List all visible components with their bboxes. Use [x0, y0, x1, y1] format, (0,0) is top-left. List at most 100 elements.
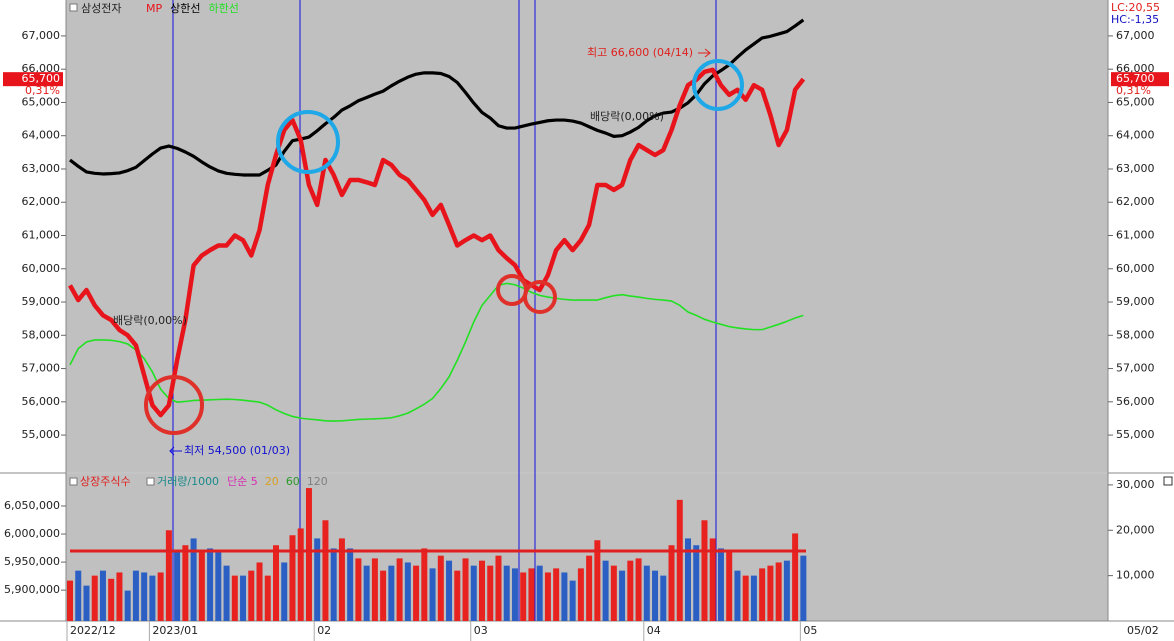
volume-bar	[124, 590, 131, 621]
volume-bar	[742, 575, 749, 621]
volume-bar	[775, 562, 782, 621]
x-tick-label: 05	[803, 624, 817, 637]
volume-bar	[91, 575, 98, 621]
y-tick-label: 59,000	[1116, 295, 1155, 308]
volume-bar	[693, 545, 700, 621]
volume-bar	[495, 555, 502, 621]
volume-bar	[643, 565, 650, 621]
y-tick-label: 58,000	[1116, 328, 1155, 341]
panel-button[interactable]	[1163, 476, 1173, 486]
volume-bar	[792, 533, 799, 621]
y2-tick-label: 10,000	[1116, 569, 1155, 582]
volume-bar	[602, 560, 609, 621]
price-panel	[66, 0, 1108, 472]
volume-bar	[149, 575, 156, 621]
legend-label: 120	[307, 475, 328, 488]
volume-bar	[511, 568, 518, 621]
volume-bar	[462, 558, 469, 621]
arrow	[698, 48, 711, 58]
volume-bar	[586, 555, 593, 621]
legend: 삼성전자	[69, 2, 1173, 486]
volume-bar	[231, 575, 238, 621]
y-tick-label: 58,000	[22, 328, 61, 341]
price-tag	[1111, 72, 1169, 87]
volume-bar	[99, 570, 106, 621]
volume-bar	[281, 562, 288, 621]
volume-bar	[165, 530, 172, 621]
y-tick-label: 67,000	[1116, 29, 1155, 42]
volume-bar	[635, 558, 642, 621]
volume-bar	[800, 555, 807, 621]
volume-bar	[503, 565, 510, 621]
volume-bar	[536, 565, 543, 621]
volume-bar	[569, 580, 576, 621]
y-tick-label: 66,000	[22, 62, 61, 75]
highlight-circle	[144, 375, 204, 435]
price-tag-label: 65,700	[22, 72, 61, 85]
lc-label: LC:20,55	[1111, 1, 1160, 14]
volume-bar	[520, 572, 527, 621]
volume-bar	[701, 520, 708, 621]
circles	[144, 59, 744, 435]
volume-bar	[108, 578, 115, 621]
y-tick-label: 5,950,000	[4, 555, 60, 568]
volume-bar	[240, 575, 247, 621]
volume-bar	[223, 565, 230, 621]
series-line	[69, 282, 804, 422]
volume-bar	[347, 548, 354, 621]
y-tick-label: 59,000	[22, 295, 61, 308]
y-tick-label: 65,000	[1116, 95, 1155, 108]
volume-bar	[67, 580, 73, 621]
legend-label: 상장주식수	[80, 475, 131, 488]
volume-bar	[83, 585, 90, 621]
hc-label: HC:-1,35	[1111, 13, 1159, 26]
y-tick-label: 55,000	[22, 428, 61, 441]
volume-bar	[619, 570, 626, 621]
volume-bar	[676, 499, 683, 621]
volume-bar	[454, 570, 461, 621]
volume-bar	[660, 575, 667, 621]
volume-bar	[709, 538, 716, 621]
x-tick-label: 2022/12	[70, 624, 116, 637]
volume-bar	[528, 568, 535, 621]
legend-box	[146, 477, 155, 486]
y-tick-label: 55,000	[1116, 428, 1155, 441]
legend-label: 거래량/1000	[157, 475, 219, 488]
volume-bar	[380, 570, 387, 621]
volume-bar	[174, 550, 181, 621]
y-tick-label: 60,000	[22, 262, 61, 275]
legend-label: 하한선	[209, 1, 239, 15]
y-tick-label: 66,000	[1116, 62, 1155, 75]
volume-bar	[157, 572, 164, 621]
legend-label: 20	[265, 475, 279, 488]
series-line	[68, 67, 806, 418]
volume-bar	[421, 548, 428, 621]
volume-bar	[207, 548, 214, 621]
volume-bar	[544, 572, 551, 621]
y-tick-label: 61,000	[1116, 229, 1155, 242]
volume-bar	[652, 570, 659, 621]
x-tick-label: 2023/01	[152, 624, 198, 637]
change-label: 0,31%	[1116, 84, 1151, 97]
volume-bar	[388, 565, 395, 621]
price-tag	[3, 72, 63, 87]
volume-bar	[717, 548, 724, 621]
y-tick-label: 5,900,000	[4, 583, 60, 596]
volume-bar	[371, 558, 378, 621]
volume-bar	[668, 545, 675, 621]
legend-box	[69, 3, 78, 12]
volume-bar	[322, 520, 329, 621]
volume-bar	[355, 558, 362, 621]
legend-label: 단순 5	[227, 475, 258, 488]
volume-bar	[338, 538, 345, 621]
volume-bar	[363, 565, 370, 621]
volume-bar	[190, 538, 197, 621]
volume-bar	[182, 545, 189, 621]
legend-title: 삼성전자	[81, 2, 121, 15]
highlight-circle	[523, 280, 557, 314]
volume-bar	[767, 565, 774, 621]
high-annotation: 최고 66,600 (04/14)	[587, 46, 693, 59]
volume-bar	[256, 562, 263, 621]
volume-bar	[413, 565, 420, 621]
